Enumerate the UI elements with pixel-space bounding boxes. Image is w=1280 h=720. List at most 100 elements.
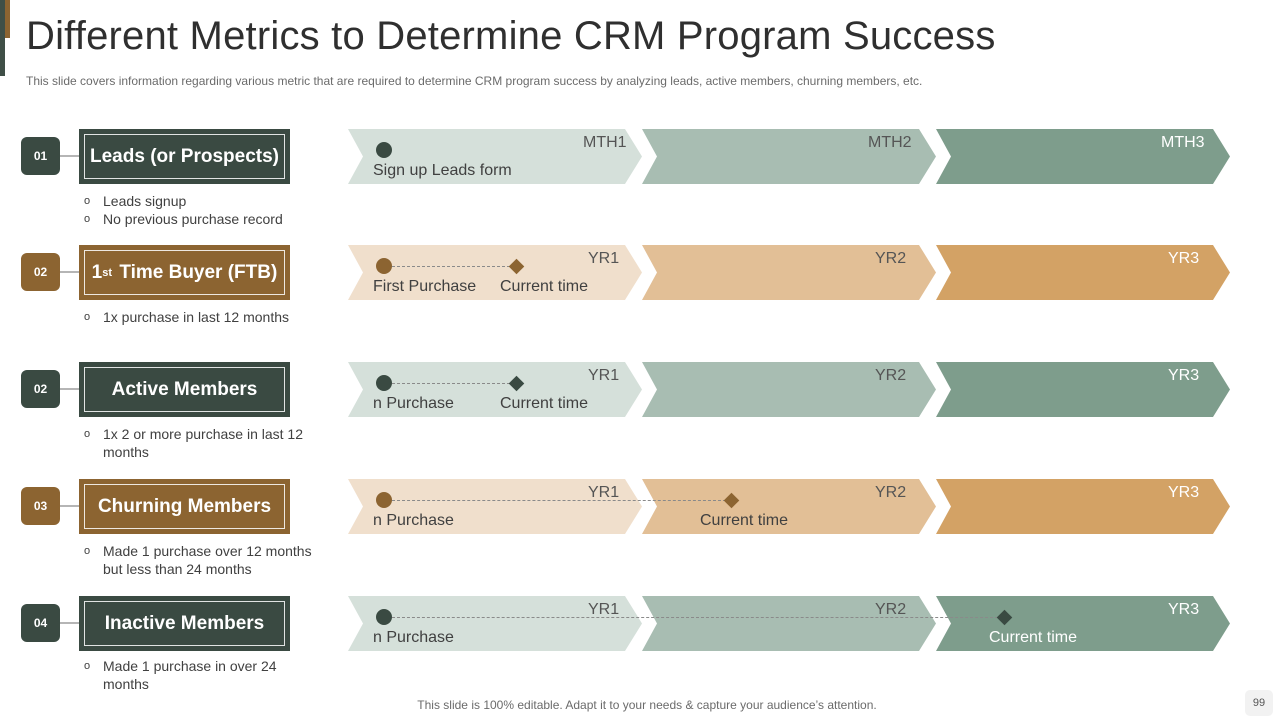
bullet-item: o No previous purchase record bbox=[84, 210, 283, 228]
metric-bullets: o Made 1 purchase in over 24 months bbox=[84, 657, 284, 693]
slide-footer: This slide is 100% editable. Adapt it to… bbox=[417, 698, 877, 712]
start-text: First Purchase bbox=[373, 278, 477, 295]
chevron-segment-3 bbox=[936, 362, 1230, 417]
period-label: YR2 bbox=[875, 250, 907, 267]
metric-number-badge: 03 bbox=[21, 487, 60, 525]
period-label: MTH1 bbox=[583, 134, 627, 151]
period-label: YR3 bbox=[1168, 601, 1200, 618]
start-text: n Purchase bbox=[373, 395, 454, 412]
period-label: YR3 bbox=[1168, 250, 1200, 267]
metric-label-box: Active Members bbox=[79, 362, 290, 417]
metric-bullets: o 1x 2 or more purchase in last 12 months bbox=[84, 425, 304, 461]
bullet-icon: o bbox=[84, 428, 91, 440]
chevron-segment-1 bbox=[348, 245, 642, 300]
label-text: Time Buyer (FTB) bbox=[119, 261, 278, 283]
accent-bar-gold bbox=[5, 0, 10, 38]
timeline-dashed-line bbox=[392, 500, 726, 501]
metric-label: Inactive Members bbox=[84, 601, 285, 646]
timeline-chevrons bbox=[348, 129, 1230, 184]
timeline-dashed-line bbox=[392, 383, 510, 384]
bullet-item: o Made 1 purchase in over 24 months bbox=[84, 657, 284, 693]
end-text: Current time bbox=[700, 512, 789, 529]
timeline-dashed-line bbox=[392, 266, 510, 267]
timeline-chevrons bbox=[348, 596, 1230, 651]
start-marker-dot bbox=[376, 375, 392, 391]
bullet-text: Made 1 purchase over 12 months but less … bbox=[103, 543, 312, 577]
metric-label: Churning Members bbox=[84, 484, 285, 529]
metric-label-box: Leads (or Prospects) bbox=[79, 129, 290, 184]
label-prefix: 1 bbox=[91, 261, 103, 283]
chevron-segment-3 bbox=[936, 245, 1230, 300]
period-label: YR2 bbox=[875, 367, 907, 384]
timeline-track: MTH1 MTH2 MTH3 Sign up Leads form bbox=[348, 129, 1231, 184]
bullet-icon: o bbox=[84, 213, 91, 225]
chevron-segment-2 bbox=[642, 596, 936, 651]
bullet-text: 1x 2 or more purchase in last 12 months bbox=[103, 426, 303, 460]
timeline-track: YR1 YR2 YR3 n Purchase Current time bbox=[348, 479, 1231, 534]
period-label: YR1 bbox=[588, 484, 620, 501]
start-text: n Purchase bbox=[373, 512, 454, 529]
end-text: Current time bbox=[500, 278, 589, 295]
chevron-segment-2 bbox=[642, 245, 936, 300]
slide-subtitle: This slide covers information regarding … bbox=[26, 74, 923, 88]
end-text: Current time bbox=[989, 629, 1078, 646]
metric-row-inactive-members: 04 Inactive Members YR1 YR2 YR3 n Purcha… bbox=[0, 594, 1280, 654]
metric-number-badge: 02 bbox=[21, 253, 60, 291]
timeline-chevrons bbox=[348, 245, 1230, 300]
start-marker-dot bbox=[376, 492, 392, 508]
bullet-icon: o bbox=[84, 195, 91, 207]
metric-row-active-members: 02 Active Members YR1 YR2 YR3 n Purchase… bbox=[0, 360, 1280, 420]
timeline-track: YR1 YR2 YR3 First Purchase Current time bbox=[348, 245, 1231, 300]
metric-label: Leads (or Prospects) bbox=[84, 134, 285, 179]
connector-line bbox=[60, 271, 80, 273]
period-label: YR3 bbox=[1168, 484, 1200, 501]
connector-line bbox=[60, 388, 80, 390]
period-label: YR1 bbox=[588, 250, 620, 267]
metric-label: Active Members bbox=[84, 367, 285, 412]
start-marker-dot bbox=[376, 142, 392, 158]
page-number: 99 bbox=[1245, 690, 1273, 716]
chevron-segment-3 bbox=[936, 596, 1230, 651]
period-label: MTH2 bbox=[868, 134, 912, 151]
timeline-dashed-line bbox=[392, 617, 998, 618]
bullet-icon: o bbox=[84, 311, 91, 323]
chevron-segment-1 bbox=[348, 479, 642, 534]
slide-title: Different Metrics to Determine CRM Progr… bbox=[26, 14, 996, 58]
accent-bar bbox=[0, 0, 5, 76]
metric-row-leads: 01 Leads (or Prospects) MTH1 MTH2 MTH3 S… bbox=[0, 127, 1280, 187]
bullet-text: Made 1 purchase in over 24 months bbox=[103, 658, 277, 692]
chevron-segment-1 bbox=[348, 362, 642, 417]
timeline-chevrons bbox=[348, 362, 1230, 417]
period-label: YR3 bbox=[1168, 367, 1200, 384]
bullet-item: o Leads signup bbox=[84, 192, 283, 210]
metric-row-churning-members: 03 Churning Members YR1 YR2 YR3 n Purcha… bbox=[0, 477, 1280, 537]
metric-bullets: o Made 1 purchase over 12 months but less… bbox=[84, 542, 329, 578]
bullet-text: Leads signup bbox=[103, 193, 187, 209]
connector-line bbox=[60, 505, 80, 507]
bullet-icon: o bbox=[84, 660, 91, 672]
label-superscript: st bbox=[102, 266, 113, 279]
period-label: YR2 bbox=[875, 484, 907, 501]
chevron-segment-2 bbox=[642, 129, 936, 184]
start-text: n Purchase bbox=[373, 629, 454, 646]
period-label: YR1 bbox=[588, 367, 620, 384]
bullet-text: No previous purchase record bbox=[103, 211, 283, 227]
chevron-segment-2 bbox=[642, 362, 936, 417]
start-marker-dot bbox=[376, 258, 392, 274]
period-label: MTH3 bbox=[1161, 134, 1205, 151]
metric-label-box: Churning Members bbox=[79, 479, 290, 534]
connector-line bbox=[60, 155, 80, 157]
metric-bullets: o Leads signup o No previous purchase reco… bbox=[84, 192, 283, 228]
timeline-chevrons bbox=[348, 479, 1230, 534]
metric-number-badge: 04 bbox=[21, 604, 60, 642]
start-marker-dot bbox=[376, 609, 392, 625]
bullet-item: o Made 1 purchase over 12 months but less… bbox=[84, 542, 329, 578]
metric-number-badge: 01 bbox=[21, 137, 60, 175]
chevron-segment-2 bbox=[642, 479, 936, 534]
bullet-item: o 1x purchase in last 12 months bbox=[84, 308, 289, 326]
period-label: YR2 bbox=[875, 601, 907, 618]
start-text: Sign up Leads form bbox=[373, 162, 512, 179]
